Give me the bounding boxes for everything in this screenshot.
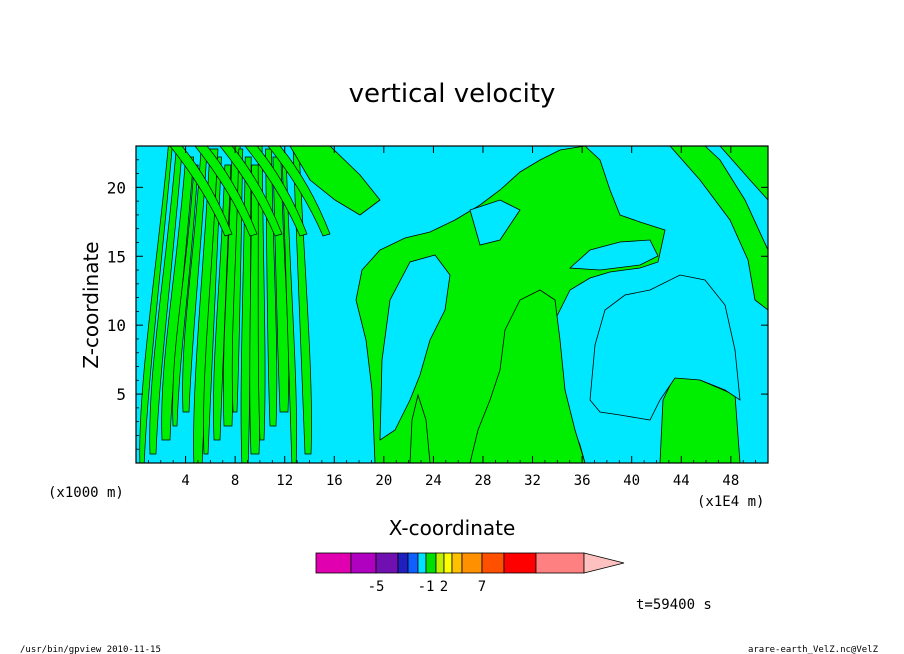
colorbar-segment (407, 552, 419, 574)
contour-region (379, 254, 451, 441)
y-unit-label: (x1000 m) (48, 485, 124, 501)
plot-frame (135, 145, 769, 464)
contour-region (640, 146, 768, 311)
contour-stripe (194, 146, 258, 237)
colorbar-segment (350, 552, 377, 574)
contour-region (719, 146, 768, 201)
contour-region (469, 289, 586, 463)
y-tick-label: 15 (107, 247, 126, 266)
footer-right: arare-earth_VelZ.nc@VelZ (748, 645, 879, 654)
colorbar-segment (435, 552, 445, 574)
time-label: t=59400 s (636, 597, 712, 613)
x-tick-label: 8 (231, 473, 239, 489)
x-tick-label: 20 (375, 473, 392, 489)
colorbar-labels: -5 -1 2 7 (368, 579, 487, 595)
contour-stripe (172, 164, 199, 427)
colorbar-segment (397, 552, 409, 574)
x-axis-label: X-coordinate (389, 516, 516, 540)
x-tick-label: 12 (276, 473, 293, 489)
colorbar-extend-arrow (583, 552, 625, 574)
footer-left: /usr/bin/gpview 2010-11-15 (20, 645, 161, 654)
x-tick-label: 4 (181, 473, 189, 489)
colorbar (315, 552, 625, 574)
x-tick-label: 40 (623, 473, 640, 489)
x-axis-ticks: 4 8 12 16 20 24 28 32 36 40 44 48 (147, 146, 757, 489)
colorbar-label: -1 (418, 579, 435, 595)
chart-title: vertical velocity (349, 79, 556, 109)
x-tick-label: 36 (574, 473, 591, 489)
colorbar-segment (425, 552, 437, 574)
y-tick-label: 5 (116, 385, 126, 404)
y-tick-label: 10 (107, 316, 126, 335)
contour-region (409, 393, 431, 463)
x-tick-label: 44 (673, 473, 690, 489)
contour-region (469, 199, 521, 246)
contour-field (136, 146, 768, 463)
contour-stripe (267, 146, 331, 237)
x-tick-label: 48 (722, 473, 739, 489)
colorbar-segment (451, 552, 463, 574)
x-tick-label: 28 (475, 473, 492, 489)
contour-stripe (219, 146, 283, 237)
contour-stripe (182, 146, 208, 413)
colorbar-segment (375, 552, 399, 574)
y-tick-label: 20 (107, 178, 126, 197)
y-axis-label: Z-coordinate (79, 241, 103, 368)
y-axis-ticks: 5 10 15 20 (107, 159, 768, 450)
contour-stripe (169, 146, 233, 237)
colorbar-label: 2 (440, 579, 448, 595)
x-tick-label: 24 (425, 473, 442, 489)
contour-stripe (139, 146, 173, 463)
colorbar-segment (481, 552, 505, 574)
contour-stripe (244, 146, 308, 237)
contour-stripes (139, 146, 331, 463)
colorbar-segment (417, 552, 427, 574)
contour-region (589, 274, 741, 421)
colorbar-segment (535, 552, 585, 574)
contour-stripe (257, 146, 266, 441)
contour-stripe (203, 156, 222, 455)
colorbar-segment (461, 552, 483, 574)
x-tick-label: 16 (326, 473, 343, 489)
colorbar-segment (315, 552, 352, 574)
colorbar-label: 7 (478, 579, 486, 595)
x-unit-label: (x1E4 m) (697, 494, 764, 510)
colorbar-segment (443, 552, 453, 574)
colorbar-label: -5 (368, 579, 385, 595)
contour-region (569, 239, 659, 271)
contour-region (289, 146, 381, 216)
colorbar-segment (503, 552, 537, 574)
x-tick-label: 32 (524, 473, 541, 489)
